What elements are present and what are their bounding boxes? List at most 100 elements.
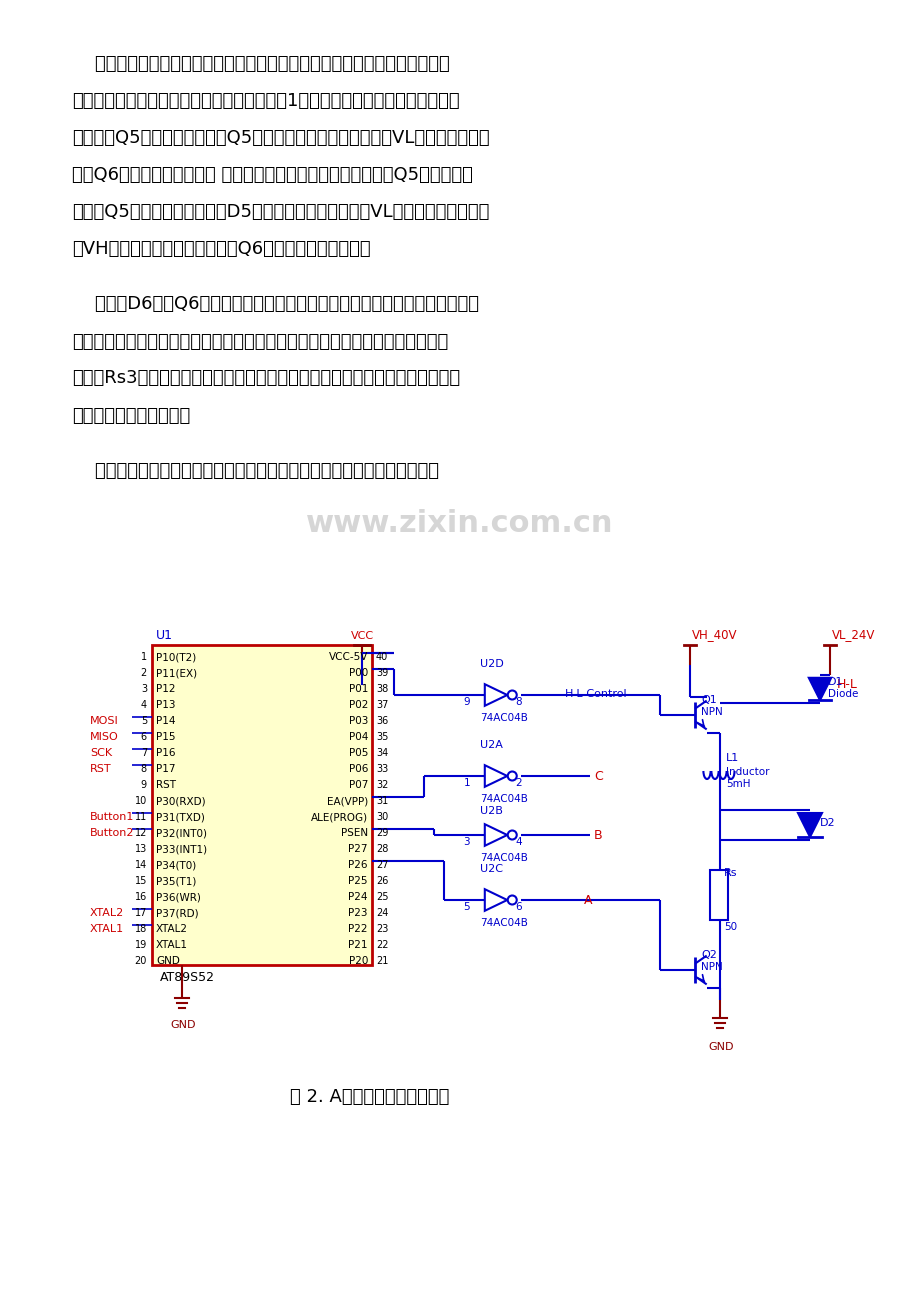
Text: 6: 6: [515, 902, 521, 911]
Text: P20: P20: [348, 956, 368, 966]
Text: 13: 13: [134, 844, 147, 854]
Text: GND: GND: [156, 956, 180, 966]
Text: P04: P04: [348, 732, 368, 742]
Text: www.zixin.com.cn: www.zixin.com.cn: [306, 509, 613, 538]
Text: 12: 12: [134, 828, 147, 838]
Text: 源VH供电，控制脉冲通过开关管Q6使绕组得到高压脉冲。: 源VH供电，控制脉冲通过开关管Q6使绕组得到高压脉冲。: [72, 240, 370, 258]
Text: 74AC04B: 74AC04B: [480, 794, 528, 805]
Text: C: C: [594, 769, 602, 783]
Text: VCC-5V: VCC-5V: [328, 652, 368, 661]
Text: 16: 16: [134, 892, 147, 902]
Text: 相似。在高频段通过转换电源电压提高电流响应速度，但仍需要在绕组回路中串: 相似。在高频段通过转换电源电压提高电流响应速度，但仍需要在绕组回路中串: [72, 332, 448, 350]
Text: 74AC04B: 74AC04B: [480, 853, 528, 863]
Text: GND: GND: [708, 1042, 732, 1052]
Text: D2: D2: [819, 818, 834, 828]
Text: P10(T2): P10(T2): [156, 652, 196, 661]
Text: 32: 32: [376, 780, 388, 790]
Text: P02: P02: [348, 700, 368, 710]
Text: P13: P13: [156, 700, 176, 710]
Text: P24: P24: [348, 892, 368, 902]
Text: P07: P07: [348, 780, 368, 790]
Text: 5: 5: [141, 716, 147, 727]
Text: 双电压法。双电压法的基本思绪是在低频段使用较低的直流电压，而在高频: 双电压法。双电压法的基本思绪是在低频段使用较低的直流电压，而在高频: [72, 55, 449, 73]
Text: L1: L1: [725, 753, 739, 763]
Text: P32(INT0): P32(INT0): [156, 828, 207, 838]
Circle shape: [507, 831, 516, 840]
Text: MISO: MISO: [90, 732, 119, 742]
Text: 图 2. A相与单片机的连接图。: 图 2. A相与单片机的连接图。: [289, 1088, 448, 1105]
Text: 38: 38: [376, 684, 388, 694]
Text: P14: P14: [156, 716, 176, 727]
Text: 8: 8: [141, 764, 147, 773]
Polygon shape: [808, 678, 830, 700]
Text: 11: 11: [134, 812, 147, 822]
Text: 20: 20: [134, 956, 147, 966]
Bar: [152, 644, 371, 965]
Polygon shape: [484, 684, 506, 706]
Text: 2: 2: [515, 779, 521, 788]
Text: NPN: NPN: [700, 707, 722, 717]
Text: U2C: U2C: [480, 865, 503, 874]
Text: Button2: Button2: [90, 828, 134, 838]
Text: Button1: Button1: [90, 812, 134, 822]
Text: P27: P27: [348, 844, 368, 854]
Text: 1: 1: [141, 652, 147, 661]
Text: 23: 23: [376, 924, 388, 934]
Text: P03: P03: [348, 716, 368, 727]
Text: 3: 3: [141, 684, 147, 694]
Circle shape: [507, 896, 516, 905]
Text: P34(T0): P34(T0): [156, 861, 196, 870]
Text: 平，使Q5导通。这时，二极管D5反向截止，切断低压电源VL，而相绕组由高压电: 平，使Q5导通。这时，二极管D5反向截止，切断低压电源VL，而相绕组由高压电: [72, 203, 489, 221]
Circle shape: [507, 772, 516, 780]
Text: P30(RXD): P30(RXD): [156, 796, 206, 806]
Text: Q2: Q2: [700, 950, 716, 960]
Text: AT89S52: AT89S52: [160, 971, 215, 984]
Text: 15: 15: [134, 876, 147, 885]
Text: 1: 1: [463, 779, 470, 788]
Text: VCC: VCC: [350, 631, 373, 641]
Text: NPN: NPN: [700, 962, 722, 973]
Text: 9: 9: [463, 697, 470, 707]
Text: 14: 14: [134, 861, 147, 870]
Text: 10: 10: [134, 796, 147, 806]
Text: 74AC04B: 74AC04B: [480, 918, 528, 928]
Text: P05: P05: [348, 749, 368, 758]
Text: P37(RD): P37(RD): [156, 907, 199, 918]
Text: P06: P06: [348, 764, 368, 773]
Text: 28: 28: [376, 844, 388, 854]
Text: 26: 26: [376, 876, 388, 885]
Text: 双电压驱动的三相双拍步进电机驱动控制系统设计的重要电路构造如下：: 双电压驱动的三相双拍步进电机驱动控制系统设计的重要电路构造如下：: [72, 462, 438, 480]
Text: VL_24V: VL_24V: [831, 628, 874, 641]
Text: P36(WR): P36(WR): [156, 892, 200, 902]
Text: 17: 17: [134, 907, 147, 918]
Text: Rs: Rs: [723, 868, 737, 878]
Text: XTAL2: XTAL2: [156, 924, 187, 934]
Text: 36: 36: [376, 716, 388, 727]
Text: P15: P15: [156, 732, 176, 742]
Text: P22: P22: [348, 924, 368, 934]
Text: A: A: [584, 894, 592, 907]
Text: SCK: SCK: [90, 749, 112, 758]
Text: 31: 31: [376, 796, 388, 806]
Text: P23: P23: [348, 907, 368, 918]
Text: 27: 27: [376, 861, 388, 870]
Text: 8: 8: [515, 697, 521, 707]
Text: 4: 4: [141, 700, 147, 710]
Text: 35: 35: [376, 732, 388, 742]
Text: VH_40V: VH_40V: [691, 628, 737, 641]
Text: P01: P01: [348, 684, 368, 694]
Text: 37: 37: [376, 700, 388, 710]
Text: 40: 40: [376, 652, 388, 661]
Text: 二极管D6则在Q6关断期间起续流作用。这种驱动电路在低频段与单电压驱动: 二极管D6则在Q6关断期间起续流作用。这种驱动电路在低频段与单电压驱动: [72, 296, 479, 314]
Text: D1: D1: [827, 677, 843, 687]
Text: GND: GND: [170, 1019, 196, 1030]
Text: Q1: Q1: [700, 695, 716, 704]
Text: Inductor: Inductor: [725, 767, 768, 777]
Text: U2A: U2A: [480, 740, 503, 750]
Text: 9: 9: [141, 780, 147, 790]
Text: 22: 22: [376, 940, 388, 950]
Text: P00: P00: [348, 668, 368, 678]
Text: P31(TXD): P31(TXD): [156, 812, 205, 822]
Text: 给开关管Q5基极加低电平，使Q5关断。这时相绕组由低压电源VL供电。控制脉冲: 给开关管Q5基极加低电平，使Q5关断。这时相绕组由低压电源VL供电。控制脉冲: [72, 129, 489, 147]
Text: 2: 2: [141, 668, 147, 678]
